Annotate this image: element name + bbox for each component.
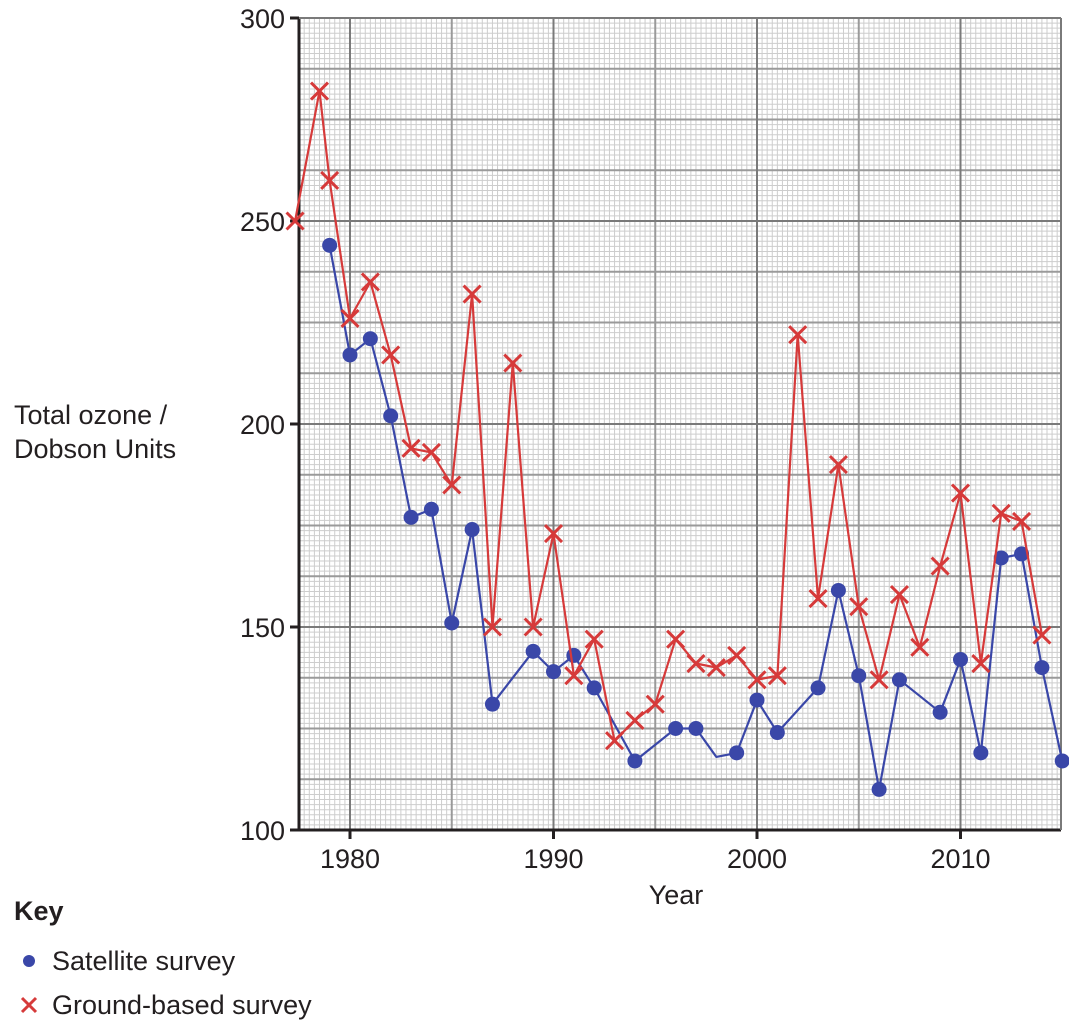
ground-data-point (706, 658, 726, 678)
ground-data-point (503, 353, 523, 373)
ground-data-point (523, 617, 543, 637)
satellite-data-point (1014, 546, 1030, 562)
satellite-data-point (546, 664, 561, 680)
satellite-data-point (627, 753, 643, 769)
satellite-data-point (932, 704, 948, 720)
legend-label-satellite: Satellite survey (52, 945, 236, 976)
ground-data-point (971, 653, 991, 674)
ground-data-point (309, 81, 330, 101)
satellite-data-point (403, 509, 419, 525)
ground-data-point (788, 325, 808, 345)
ground-data-point (950, 483, 971, 503)
satellite-data-point (1054, 753, 1069, 769)
satellite-data-point (525, 643, 541, 659)
satellite-data-point (688, 721, 704, 736)
ground-data-point (686, 653, 706, 674)
y-tick-label: 250 (240, 207, 285, 237)
ground-data-point (543, 524, 564, 544)
ground-data-point (808, 589, 828, 609)
x-tick-label: 1990 (523, 844, 583, 874)
ground-data-point (320, 170, 340, 190)
ground-data-point (1011, 511, 1032, 532)
legend-title: Key (14, 896, 64, 926)
legend-item-ground: Ground-based survey (14, 983, 312, 1027)
series-line-ground (294, 89, 1043, 742)
ground-data-point (381, 345, 401, 365)
satellite-data-point (383, 408, 399, 424)
x-tick-label: 1980 (320, 844, 380, 874)
satellite-data-point (953, 651, 968, 667)
ground-data-point (910, 637, 930, 657)
ground-data-point (645, 694, 665, 714)
satellite-data-point (871, 781, 887, 797)
ground-data-point (340, 308, 360, 329)
ground-data-point (828, 455, 848, 475)
y-tick-label: 150 (240, 613, 285, 643)
legend: Key Satellite survey Ground-based survey (14, 896, 312, 1027)
ground-data-point (564, 666, 584, 686)
ground-data-point (285, 211, 305, 231)
ground-data-point (442, 475, 462, 495)
satellite-data-point (444, 615, 460, 631)
satellite-data-point (464, 522, 480, 538)
ground-data-point (930, 556, 950, 576)
y-tick-label: 100 (240, 816, 285, 846)
ground-data-point (666, 629, 686, 649)
legend-label-ground: Ground-based survey (52, 989, 312, 1020)
satellite-data-point (586, 680, 602, 696)
satellite-data-point (423, 501, 439, 517)
tick-labels: 100 150 200 250 300 1980 1990 2000 2010 (240, 4, 991, 874)
satellite-data-point (362, 331, 378, 347)
ground-data-point (584, 629, 604, 649)
cross-marker-icon (20, 996, 38, 1014)
y-tick-label: 300 (240, 4, 285, 34)
satellite-data-point (342, 347, 358, 363)
ground-data-point (625, 710, 645, 730)
ground-data-point (604, 731, 625, 751)
satellite-data-point (769, 725, 785, 741)
satellite-data-point (1034, 660, 1050, 676)
ground-data-point (1032, 625, 1052, 645)
x-axis-label: Year (649, 880, 704, 910)
satellite-data-point (749, 692, 765, 708)
satellite-data-point (566, 647, 582, 663)
satellite-data-point (891, 672, 907, 688)
satellite-data-point (484, 696, 500, 712)
satellite-data-point (851, 668, 867, 684)
series-layer (285, 81, 1069, 797)
ground-data-point (849, 597, 869, 617)
satellite-data-point (668, 721, 684, 736)
x-tick-label: 2010 (930, 844, 990, 874)
ground-data-point (401, 438, 421, 458)
ground-data-point (360, 272, 380, 292)
y-axis-label-line-2: Dobson Units (14, 434, 177, 464)
ground-data-point (482, 617, 503, 637)
satellite-data-point (973, 745, 989, 761)
y-tick-label: 200 (240, 410, 285, 440)
series-line-satellite (328, 245, 1064, 791)
ground-data-point (889, 584, 910, 605)
ground-data-point (767, 666, 787, 686)
circle-marker-icon (23, 955, 35, 967)
satellite-data-point (993, 550, 1009, 566)
satellite-data-point (729, 745, 745, 761)
x-tick-label: 2000 (727, 844, 787, 874)
ground-data-point (421, 442, 441, 462)
ground-data-point (869, 670, 889, 690)
satellite-data-point (322, 237, 338, 253)
ground-data-point (747, 670, 767, 690)
satellite-data-point (830, 582, 846, 598)
ground-data-point (462, 284, 482, 304)
y-axis-label-line-1: Total ozone / (14, 400, 168, 430)
ground-data-point (991, 503, 1011, 523)
legend-item-satellite: Satellite survey (14, 939, 312, 983)
satellite-data-point (810, 680, 826, 696)
ground-data-point (727, 645, 747, 665)
y-axis-label: Total ozone / Dobson Units (14, 398, 176, 466)
